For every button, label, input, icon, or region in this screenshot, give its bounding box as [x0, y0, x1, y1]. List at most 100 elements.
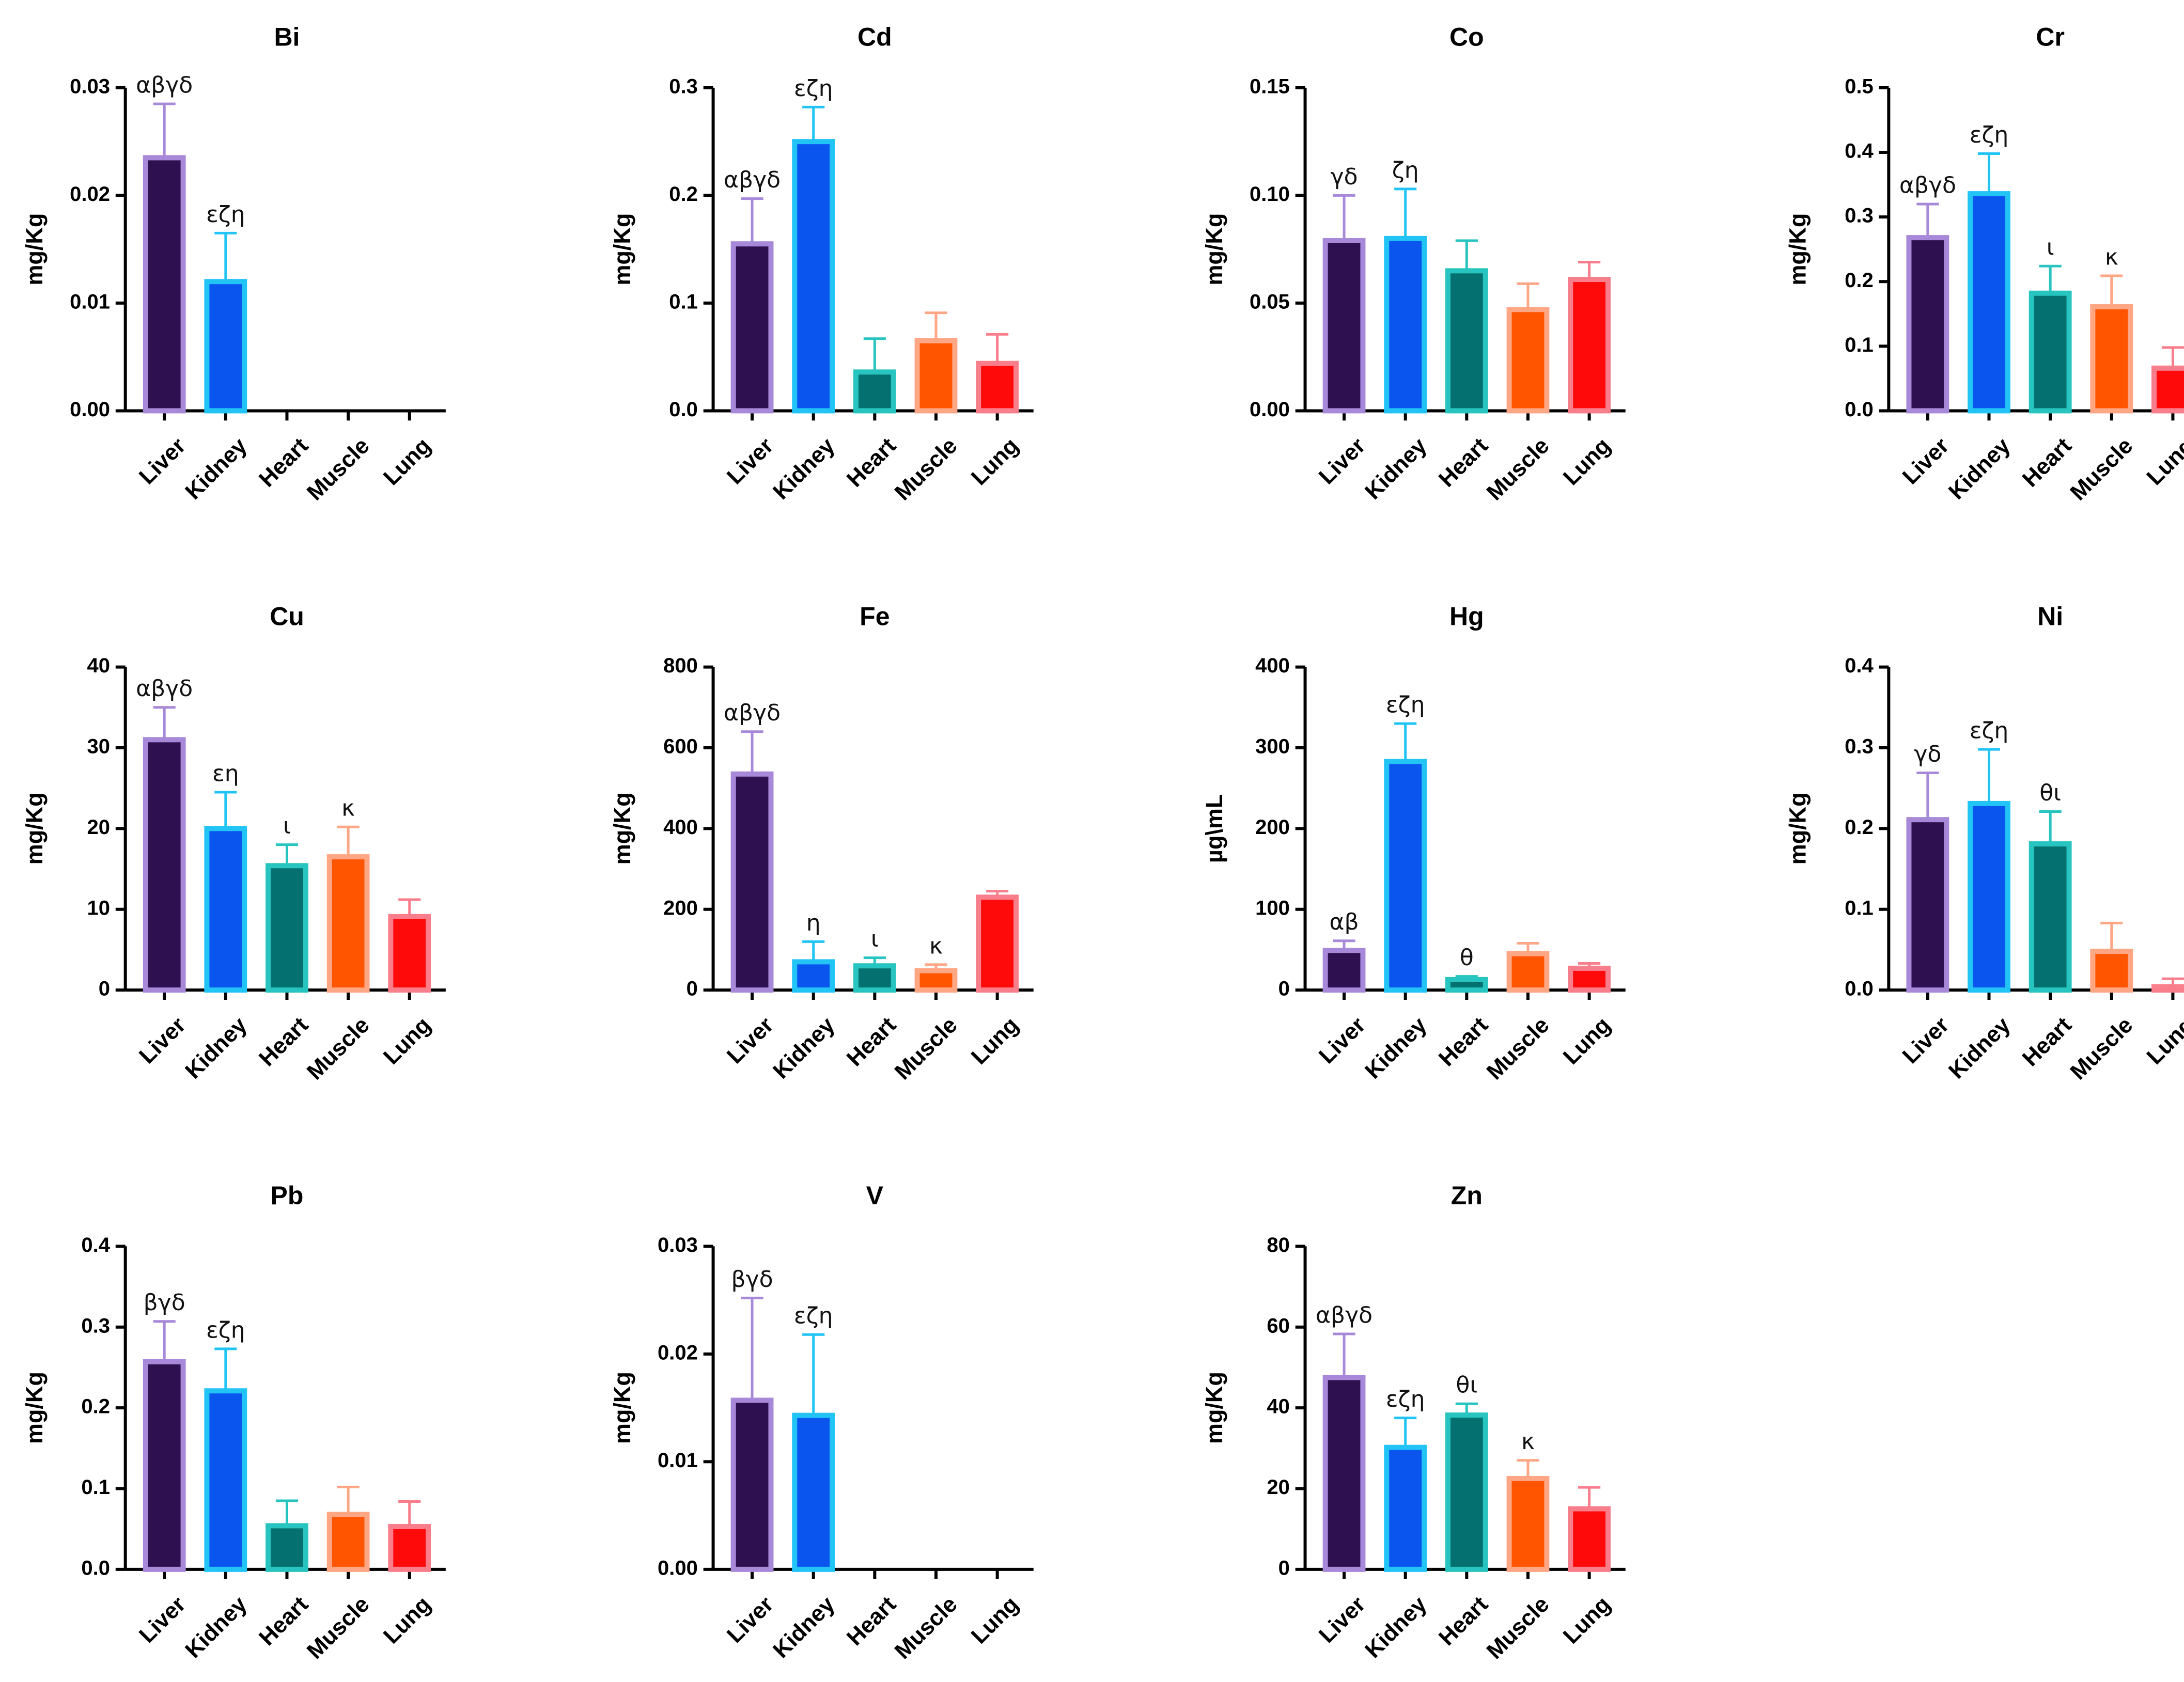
bar-kidney — [204, 1388, 247, 1572]
bar-liver — [143, 155, 186, 414]
x-tick-label-liver: Liver — [722, 1012, 778, 1068]
significance-label-liver: αβγδ — [724, 167, 781, 193]
x-tick-label-kidney: Kidney — [1360, 433, 1432, 505]
significance-label-kidney: εζη — [1386, 691, 1425, 718]
significance-label-kidney: η — [806, 910, 821, 936]
x-tick-label-muscle: Muscle — [890, 433, 962, 505]
x-tick-label-lung: Lung — [966, 1012, 1024, 1070]
significance-label-liver: αβ — [1330, 909, 1359, 935]
y-axis-label: µg\mL — [1201, 794, 1227, 863]
bar-liver — [143, 1359, 186, 1572]
panel-cr: Cr mg/Kg 0.0 0.1 0.2 0.3 0.4 0.5 αβγδ Liver εζη Kid… — [1785, 23, 2184, 506]
y-axis-label: mg/Kg — [1201, 213, 1227, 286]
y-axis-label: mg/Kg — [609, 1372, 635, 1444]
bar-heart — [266, 1523, 308, 1572]
x-tick-label-heart: Heart — [1434, 1012, 1493, 1071]
x-tick-label-heart: Heart — [254, 1592, 313, 1650]
bar-kidney — [204, 279, 247, 414]
y-tick-label: 400 — [663, 816, 698, 839]
bar-liver — [730, 1397, 774, 1572]
significance-label-kidney: εζη — [1386, 1386, 1425, 1412]
x-tick-label-kidney: Kidney — [180, 433, 252, 505]
significance-label-liver: αβγδ — [136, 72, 193, 99]
bar-kidney — [1968, 191, 2010, 414]
x-tick-label-muscle: Muscle — [1482, 1592, 1554, 1664]
panel-title: Zn — [1451, 1181, 1483, 1210]
bar-lung — [976, 894, 1019, 993]
bar-lung — [388, 1523, 431, 1572]
y-tick-label: 0.10 — [1250, 183, 1290, 206]
bar-heart — [853, 963, 896, 993]
significance-label-kidney: εζη — [1970, 122, 2009, 148]
bar-kidney — [1384, 759, 1427, 993]
x-tick-label-heart: Heart — [842, 433, 901, 492]
bar-heart — [2029, 290, 2072, 414]
x-tick-label-kidney: Kidney — [768, 1012, 840, 1084]
x-tick-label-kidney: Kidney — [1944, 1012, 2016, 1084]
panel-cu: Cu mg/Kg 0 10 20 30 40 αβγδ Liver εη Kidney ι Heart κ… — [21, 602, 446, 1084]
bar-muscle — [914, 338, 958, 414]
significance-label-muscle: κ — [1521, 1428, 1535, 1455]
y-tick-label: 0.0 — [81, 1557, 110, 1579]
y-axis-label: mg/Kg — [1201, 1372, 1227, 1444]
y-tick-label: 800 — [663, 654, 698, 677]
significance-label-kidney: εζη — [794, 75, 833, 102]
x-tick-label-liver: Liver — [1314, 1012, 1370, 1068]
x-tick-label-kidney: Kidney — [1944, 433, 2016, 505]
x-tick-label-muscle: Muscle — [890, 1592, 962, 1664]
x-tick-label-lung: Lung — [379, 1592, 436, 1649]
y-tick-label: 0.1 — [1845, 897, 1874, 919]
significance-label-muscle: κ — [341, 795, 355, 822]
bar-kidney — [1384, 1444, 1427, 1572]
x-tick-label-muscle: Muscle — [302, 433, 375, 505]
significance-label-liver: γδ — [1331, 164, 1358, 190]
x-tick-label-liver: Liver — [722, 1592, 778, 1648]
x-tick-label-liver: Liver — [134, 1592, 191, 1648]
y-tick-label: 0 — [687, 978, 698, 1000]
bar-heart — [853, 369, 896, 414]
x-tick-label-lung: Lung — [2142, 433, 2184, 490]
bar-muscle — [2090, 949, 2133, 993]
x-tick-label-lung: Lung — [1558, 433, 1616, 490]
significance-label-heart: θι — [2039, 780, 2061, 806]
y-tick-label: 400 — [1255, 654, 1290, 677]
y-tick-label: 0.4 — [1845, 140, 1874, 163]
x-tick-label-kidney: Kidney — [768, 1592, 840, 1663]
x-tick-label-muscle: Muscle — [302, 1012, 375, 1084]
y-tick-label: 0.0 — [1845, 398, 1874, 421]
y-tick-label: 0.05 — [1250, 290, 1290, 313]
y-tick-label: 0 — [1278, 1557, 1290, 1579]
y-axis-label: mg/Kg — [1785, 213, 1811, 286]
y-tick-label: 0.2 — [81, 1395, 110, 1418]
y-tick-label: 30 — [87, 735, 111, 758]
bar-heart — [1445, 1412, 1488, 1572]
panel-title: V — [866, 1181, 884, 1210]
y-tick-label: 0.1 — [1845, 334, 1874, 356]
x-tick-label-lung: Lung — [379, 433, 436, 490]
y-tick-label: 0 — [1278, 978, 1290, 1000]
bar-liver — [143, 737, 186, 993]
x-tick-label-lung: Lung — [379, 1012, 436, 1070]
y-tick-label: 0.2 — [1845, 816, 1874, 839]
significance-label-kidney: εζη — [206, 1317, 245, 1343]
y-tick-label: 0.01 — [658, 1449, 698, 1472]
panel-fe: Fe mg/Kg 0 200 400 600 800 αβγδ Liver η Kidney ι Hea… — [609, 602, 1034, 1084]
x-tick-label-lung: Lung — [1558, 1592, 1616, 1649]
bar-lung — [388, 914, 431, 993]
significance-label-kidney: εζη — [1970, 718, 2009, 744]
y-tick-label: 100 — [1255, 897, 1290, 919]
bar-muscle — [2090, 304, 2133, 414]
panel-bi: Bi mg/Kg 0.00 0.01 0.02 0.03 αβγδ Liver εζη Kidne… — [21, 23, 446, 506]
x-tick-label-kidney: Kidney — [768, 433, 840, 505]
significance-label-heart: θ — [1460, 945, 1474, 971]
x-tick-label-heart: Heart — [254, 433, 313, 492]
significance-label-heart: ι — [871, 926, 879, 952]
bar-muscle — [326, 854, 370, 993]
bar-liver — [1322, 1375, 1366, 1572]
significance-label-kidney: ζη — [1392, 157, 1419, 183]
bar-liver — [1906, 235, 1949, 414]
y-tick-label: 0.00 — [658, 1557, 698, 1579]
y-tick-label: 0.4 — [1845, 654, 1874, 677]
x-tick-label-heart: Heart — [2018, 433, 2077, 492]
